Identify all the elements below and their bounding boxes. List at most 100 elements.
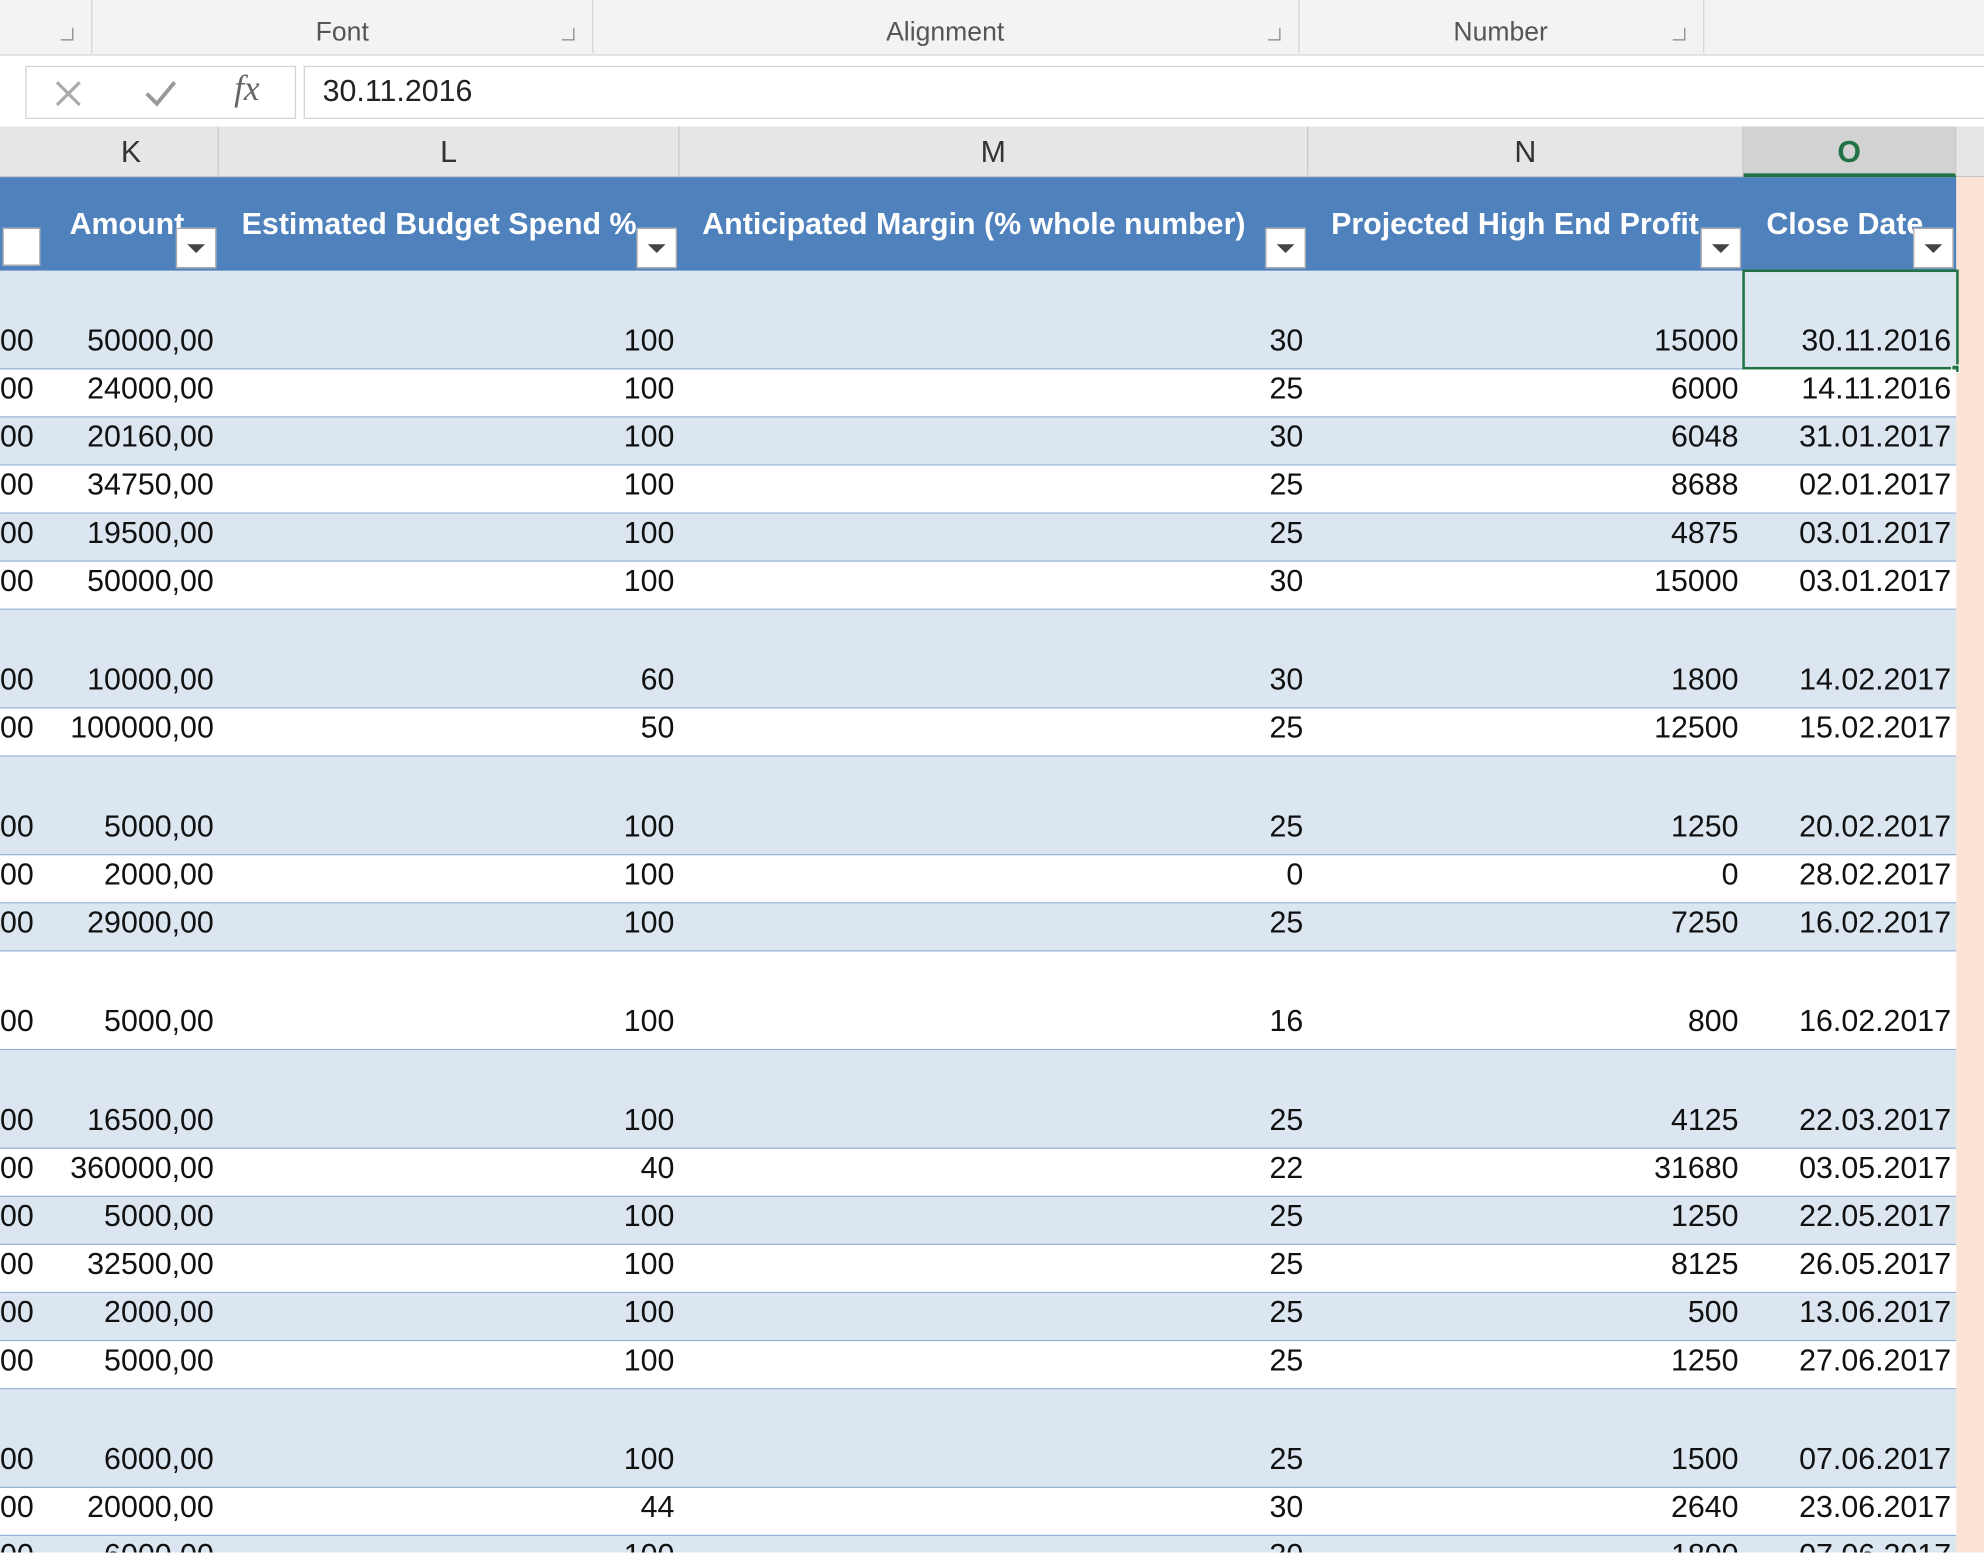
filter-button[interactable]: [636, 227, 677, 269]
filter-button[interactable]: [1265, 227, 1306, 269]
table-cell[interactable]: 30: [1269, 663, 1304, 698]
table-cell[interactable]: 25: [1269, 1343, 1304, 1378]
dialog-launcher[interactable]: [1267, 27, 1281, 41]
table-cell[interactable]: 03.01.2017: [1799, 516, 1952, 551]
table-cell[interactable]: 0: [1286, 857, 1304, 893]
table-cell[interactable]: 32500,00: [87, 1247, 214, 1282]
table-cell[interactable]: 4125: [1670, 1103, 1739, 1138]
table-cell[interactable]: 2000,00: [104, 857, 214, 893]
table-cell[interactable]: 00: [0, 1247, 34, 1282]
table-cell[interactable]: 34750,00: [87, 468, 214, 503]
table-cell[interactable]: 00: [0, 1103, 34, 1138]
table-cell[interactable]: 20160,00: [87, 420, 214, 455]
filter-button[interactable]: [175, 227, 217, 269]
table-cell[interactable]: 100: [623, 323, 675, 359]
table-cell[interactable]: 100: [623, 1295, 675, 1330]
table-cell[interactable]: 30: [1269, 1490, 1304, 1525]
table-cell[interactable]: 5000,00: [104, 809, 214, 844]
table-cell[interactable]: 6000,00: [44, 1539, 219, 1553]
table-cell[interactable]: 800: [1687, 1004, 1739, 1039]
table-cell[interactable]: 4875: [1670, 516, 1739, 551]
table-cell[interactable]: 1250: [1670, 1199, 1739, 1234]
table-cell[interactable]: 25: [1269, 1295, 1304, 1330]
table-cell[interactable]: 10000,00: [87, 663, 214, 698]
table-cell[interactable]: 00: [0, 857, 34, 893]
table-cell[interactable]: 31.01.2017: [1799, 420, 1952, 455]
table-cell[interactable]: 100: [623, 1343, 675, 1378]
fx-label[interactable]: fx: [234, 69, 260, 109]
table-cell[interactable]: 25: [1269, 1103, 1304, 1138]
table-cell[interactable]: 30: [1269, 323, 1304, 359]
table-cell[interactable]: 20.02.2017: [1799, 809, 1952, 844]
filter-button[interactable]: [2, 227, 41, 266]
table-cell[interactable]: 00: [0, 1343, 34, 1378]
table-cell[interactable]: 14.11.2016: [1801, 371, 1952, 407]
table-cell[interactable]: 03.05.2017: [1799, 1151, 1952, 1186]
column-letter[interactable]: N: [1308, 126, 1744, 178]
table-cell[interactable]: 40: [640, 1151, 675, 1186]
table-cell[interactable]: 00: [0, 1295, 34, 1330]
table-cell[interactable]: 00: [0, 1442, 34, 1477]
table-cell[interactable]: 6000: [1670, 371, 1739, 407]
table-cell[interactable]: 100: [623, 468, 675, 503]
table-cell[interactable]: 2000,00: [104, 1295, 214, 1330]
table-cell[interactable]: 29000,00: [87, 905, 214, 941]
table-cell[interactable]: 6048: [1670, 420, 1739, 455]
table-cell[interactable]: 00: [0, 1004, 34, 1039]
table-cell[interactable]: 00: [0, 323, 34, 359]
table-cell[interactable]: 27.06.2017: [1799, 1343, 1952, 1378]
table-cell[interactable]: 30.11.2016: [1801, 323, 1952, 359]
table-cell[interactable]: 2640: [1670, 1490, 1739, 1525]
table-cell[interactable]: 25: [1269, 371, 1304, 407]
table-cell[interactable]: 25: [1269, 1199, 1304, 1234]
table-cell[interactable]: 100: [623, 1442, 675, 1477]
table-cell[interactable]: 19500,00: [87, 516, 214, 551]
table-cell[interactable]: 00: [0, 468, 34, 503]
table-cell[interactable]: 100: [219, 1539, 680, 1553]
dialog-launcher[interactable]: [561, 27, 575, 41]
table-cell[interactable]: 30: [679, 1539, 1308, 1553]
formula-input[interactable]: 30.11.2016: [303, 65, 1984, 119]
column-letter[interactable]: K: [44, 126, 219, 178]
table-cell[interactable]: 8688: [1670, 468, 1739, 503]
table-cell[interactable]: 25: [1269, 516, 1304, 551]
table-cell[interactable]: 15000: [1654, 323, 1739, 359]
table-cell[interactable]: 00: [0, 1490, 34, 1525]
table-cell[interactable]: 5000,00: [104, 1199, 214, 1234]
table-cell[interactable]: 100: [623, 905, 675, 941]
table-cell[interactable]: 00: [0, 711, 34, 746]
table-cell[interactable]: 00: [0, 1539, 44, 1553]
table-cell[interactable]: 00: [0, 1199, 34, 1234]
table-cell[interactable]: 00: [0, 420, 34, 455]
table-cell[interactable]: 15000: [1654, 564, 1739, 599]
table-cell[interactable]: 00: [0, 809, 34, 844]
table-cell[interactable]: 60: [640, 663, 675, 698]
table-cell[interactable]: 100: [623, 564, 675, 599]
table-cell[interactable]: 50000,00: [87, 564, 214, 599]
table-cell[interactable]: 1800: [1670, 663, 1739, 698]
table-cell[interactable]: 30: [1269, 420, 1304, 455]
table-cell[interactable]: 25: [1269, 809, 1304, 844]
table-cell[interactable]: 02.01.2017: [1799, 468, 1952, 503]
table-cell[interactable]: 03.01.2017: [1799, 564, 1952, 599]
table-cell[interactable]: 100: [623, 809, 675, 844]
table-cell[interactable]: 00: [0, 663, 34, 698]
table-cell[interactable]: 100: [623, 1004, 675, 1039]
dialog-launcher[interactable]: [1672, 27, 1686, 41]
table-cell[interactable]: 00: [0, 564, 34, 599]
table-cell[interactable]: 16: [1269, 1004, 1304, 1039]
table-cell[interactable]: 25: [1269, 711, 1304, 746]
table-cell[interactable]: 5000,00: [104, 1004, 214, 1039]
table-cell[interactable]: 100: [623, 516, 675, 551]
table-cell[interactable]: 25: [1269, 1442, 1304, 1477]
table-cell[interactable]: 1800: [1308, 1539, 1743, 1553]
table-cell[interactable]: 07.06.2017: [1744, 1539, 1957, 1553]
table-cell[interactable]: 13.06.2017: [1799, 1295, 1952, 1330]
table-cell[interactable]: 50000,00: [87, 323, 214, 359]
table-cell[interactable]: 30: [1269, 564, 1304, 599]
table-cell[interactable]: 20000,00: [87, 1490, 214, 1525]
table-cell[interactable]: 23.06.2017: [1799, 1490, 1952, 1525]
table-cell[interactable]: 1250: [1670, 1343, 1739, 1378]
table-cell[interactable]: 100000,00: [70, 711, 214, 746]
table-cell[interactable]: 22: [1269, 1151, 1304, 1186]
